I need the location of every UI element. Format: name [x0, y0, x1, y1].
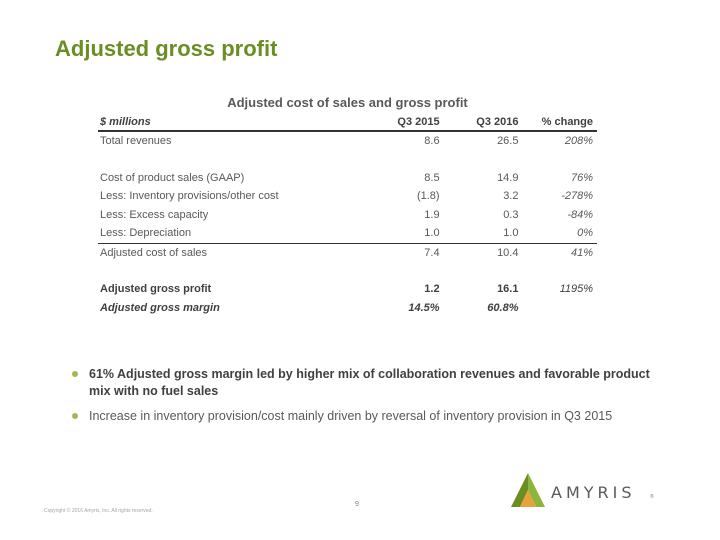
row-label: Total revenues [100, 135, 172, 148]
row-label: Adjusted gross margin [100, 301, 220, 314]
copyright-text: Copyright © 2016 Amyris, Inc. All rights… [44, 508, 153, 514]
row-change: 208% [564, 135, 593, 148]
row-q3-2015: 8.5 [424, 171, 440, 184]
table-row: Adjusted cost of sales 7.4 10.4 41% [98, 243, 597, 262]
bullet-dot-icon [72, 413, 78, 419]
header-q3-2016: Q3 2016 [445, 113, 527, 132]
row-q3-2015: 1.9 [424, 208, 440, 221]
row-label: Less: Inventory provisions/other cost [100, 190, 279, 203]
row-label: Adjusted cost of sales [100, 246, 208, 259]
row-label: Less: Excess capacity [100, 208, 209, 221]
row-q3-2016: 10.4 [497, 246, 519, 259]
header-pct-change: % change [526, 113, 597, 132]
header-units: $ millions [98, 113, 369, 132]
logo-wordmark: AMYRIS [551, 483, 636, 502]
row-change: -84% [567, 208, 593, 221]
amyris-logo-icon [511, 473, 545, 507]
table-row: Less: Depreciation 1.0 1.0 0% [98, 224, 597, 244]
table-row: Adjusted gross profit 1.2 16.1 1195% [98, 280, 597, 299]
table-header-row: $ millions Q3 2015 Q3 2016 % change [98, 113, 597, 132]
row-q3-2016: 3.2 [503, 190, 519, 203]
bullet-item: 61% Adjusted gross margin led by higher … [72, 366, 672, 400]
row-change: -278% [561, 190, 593, 203]
row-q3-2015: 7.4 [424, 246, 440, 259]
bullet-text: 61% Adjusted gross margin led by higher … [89, 367, 650, 398]
table-row: Adjusted gross margin 14.5% 60.8% [98, 299, 597, 318]
slide-title: Adjusted gross profit [55, 36, 278, 61]
row-q3-2015: 1.2 [424, 283, 440, 296]
row-q3-2016: 0.3 [503, 208, 519, 221]
amyris-logo: AMYRIS ® [508, 470, 658, 510]
table-title: Adjusted cost of sales and gross profit [227, 95, 468, 110]
cost-of-sales-table: Adjusted cost of sales and gross profit … [98, 95, 597, 317]
table-row: Cost of product sales (GAAP) 8.5 14.9 76… [98, 169, 597, 188]
bullet-list: 61% Adjusted gross margin led by higher … [72, 366, 672, 433]
row-label: Less: Depreciation [98, 224, 369, 244]
row-change: 76% [570, 171, 593, 184]
row-q3-2016: 16.1 [497, 283, 519, 296]
row-q3-2015: 8.6 [424, 135, 440, 148]
table-row: Less: Inventory provisions/other cost (1… [98, 187, 597, 206]
bullet-dot-icon [72, 371, 78, 377]
row-q3-2015: 14.5% [408, 301, 440, 314]
table-row: Total revenues 8.6 26.5 208% [98, 131, 597, 151]
logo-registered-mark: ® [650, 494, 654, 500]
row-label: Adjusted gross profit [100, 283, 212, 296]
row-q3-2016: 60.8% [487, 301, 519, 314]
bullet-text: Increase in inventory provision/cost mai… [89, 409, 613, 423]
spacer-row [98, 262, 597, 280]
bullet-item: Increase in inventory provision/cost mai… [72, 408, 672, 425]
page-number: 9 [355, 501, 359, 508]
row-q3-2015: (1.8) [416, 190, 440, 203]
row-q3-2016: 1.0 [445, 224, 527, 244]
row-q3-2015: 1.0 [368, 224, 446, 244]
table-row: Less: Excess capacity 1.9 0.3 -84% [98, 206, 597, 225]
row-change [526, 299, 597, 318]
row-change: 1195% [559, 283, 593, 296]
row-label: Cost of product sales (GAAP) [100, 171, 245, 184]
spacer-row [98, 151, 597, 169]
header-q3-2015: Q3 2015 [368, 113, 446, 132]
row-change: 41% [570, 246, 593, 259]
row-q3-2016: 14.9 [497, 171, 519, 184]
row-change: 0% [526, 224, 597, 244]
row-q3-2016: 26.5 [497, 135, 519, 148]
